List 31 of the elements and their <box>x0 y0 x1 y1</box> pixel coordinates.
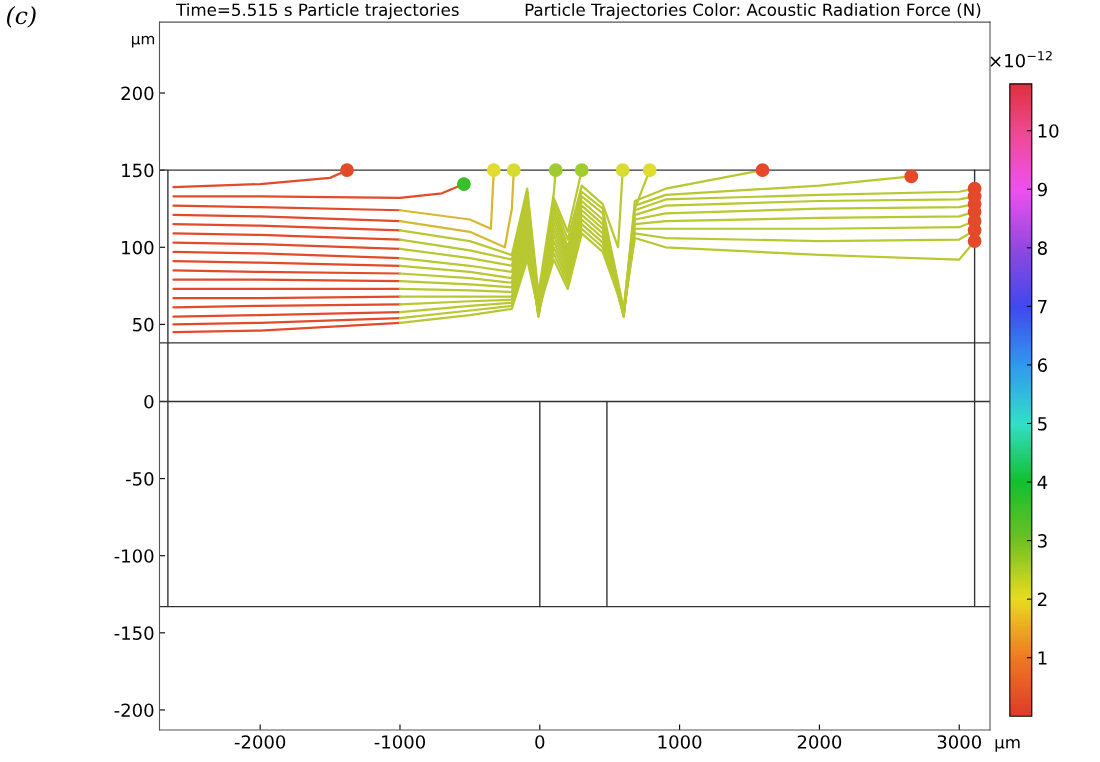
x-tick-label: 0 <box>535 735 545 749</box>
color-bar-label: 3 <box>1038 534 1047 548</box>
color-bar-label: 10 <box>1038 124 1059 138</box>
color-bar-label: 2 <box>1037 592 1047 607</box>
y-tick-label: -150 <box>114 626 154 640</box>
color-bar-label: 5 <box>1038 417 1047 431</box>
chart-title: Time=5.515 s Particle trajectories <box>176 3 459 20</box>
y-tick-label: -50 <box>126 472 154 486</box>
y-tick-label: -100 <box>114 549 154 563</box>
color-bar-label: 4 <box>1037 475 1048 489</box>
x-tick-label: -1000 <box>374 735 426 749</box>
x-tick-label: 3000 <box>937 735 982 749</box>
color-bar-title: ×10$^{−12}$ <box>990 50 1052 68</box>
y-tick-label: 50 <box>133 317 154 332</box>
color-bar-label: 8 <box>1037 241 1047 255</box>
color-bar-label: 9 <box>1037 182 1047 197</box>
color-bar-label: 6 <box>1037 358 1048 373</box>
color-bar-label: 7 <box>1038 300 1047 314</box>
color-bar-label: 1 <box>1038 651 1047 665</box>
y-tick-label: 200 <box>121 86 154 101</box>
x-axis-title: µm <box>995 738 1020 752</box>
x-tick-label: 1000 <box>658 735 702 749</box>
y-tick-label: 0 <box>144 394 154 409</box>
chart-subtitle: Particle Trajectories Color: Acoustic Radiation Force (N) <box>525 3 981 20</box>
y-axis-title: µm <box>132 35 155 48</box>
x-tick-label: 2000 <box>797 735 842 749</box>
y-tick-label: 100 <box>122 240 154 255</box>
y-tick-label: 150 <box>122 163 154 178</box>
x-tick-label: -2000 <box>234 735 286 749</box>
y-tick-label: -200 <box>114 703 154 718</box>
text: (c) <box>6 6 36 28</box>
